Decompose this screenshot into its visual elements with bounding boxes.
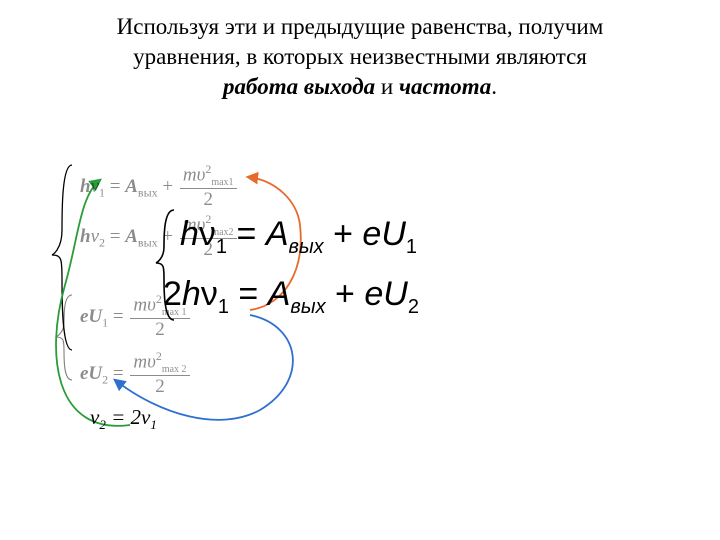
- intro-dot: .: [491, 74, 497, 99]
- term-frequency: частота: [399, 74, 491, 99]
- bg-eq1: hν1 = Aвых + mυ2max1 2: [80, 163, 239, 212]
- intro-paragraph: Используя эти и предыдущие равенства, по…: [40, 12, 680, 102]
- intro-line2: уравнения, в которых неизвестными являют…: [133, 44, 587, 69]
- term-work-function: работа выхода: [223, 74, 375, 99]
- nu-relation: ν2 = 2ν1: [90, 405, 157, 433]
- fg-eq1: hν1 = Aвых + eU1: [180, 215, 417, 259]
- intro-line1: Используя эти и предыдущие равенства, по…: [117, 14, 604, 39]
- bg-eq4: eU2 = mυ2max 2 2: [80, 350, 192, 399]
- equation-area: hν1 = Aвых + mυ2max1 2 hν2 = Aвых + mυ2m…: [50, 155, 670, 515]
- fg-eq2: 2hν1 = Aвых + eU2: [163, 275, 419, 319]
- brace-system1: [52, 165, 72, 350]
- intro-and: и: [375, 74, 399, 99]
- slide-canvas: Используя эти и предыдущие равенства, по…: [0, 0, 720, 540]
